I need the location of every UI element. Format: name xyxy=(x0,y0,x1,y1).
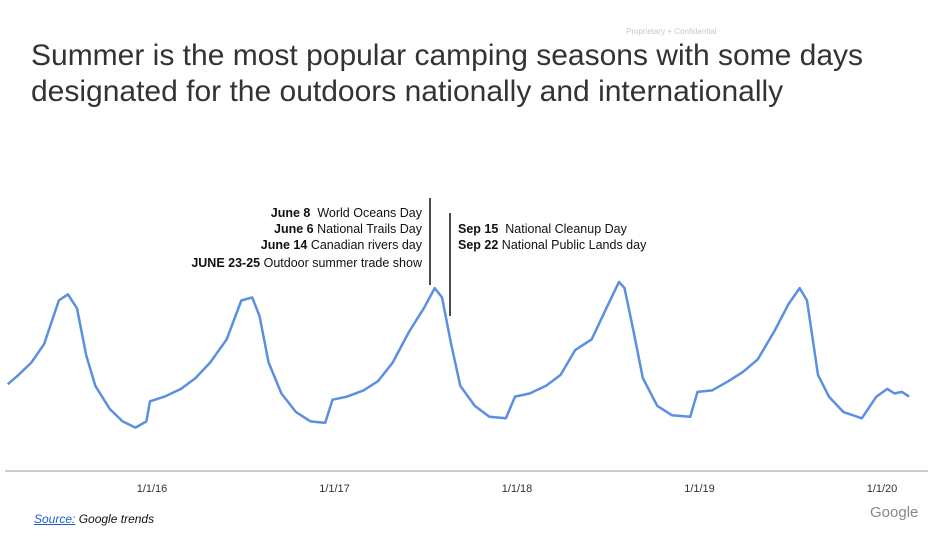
source-note: Source: Google trends xyxy=(34,512,155,526)
google-logo: Google xyxy=(870,504,919,521)
x-tick-label: 1/1/19 xyxy=(684,483,715,495)
x-tick-label: 1/1/20 xyxy=(867,483,898,495)
trend-line xyxy=(6,280,910,429)
annotation: June 6 National Trails Day xyxy=(274,222,422,236)
x-tick-label: 1/1/18 xyxy=(502,483,533,495)
annotations-sep: Sep 15 National Cleanup Day Sep 22 Natio… xyxy=(458,221,646,253)
confidential-label: Proprietary + Confidential xyxy=(626,27,717,36)
x-tick-label: 1/1/16 xyxy=(137,483,168,495)
annotations-june: June 8 World Oceans Day June 6 National … xyxy=(191,205,422,271)
source-link[interactable]: Source: xyxy=(34,512,76,526)
annotation: June 14 Canadian rivers day xyxy=(260,238,422,252)
page-title: Summer is the most popular camping seaso… xyxy=(31,39,864,108)
x-tick-label: 1/1/17 xyxy=(319,483,350,495)
annotation: June 8 World Oceans Day xyxy=(270,206,422,220)
annotation: JUNE 23-25 Outdoor summer trade show xyxy=(191,256,422,270)
annotation: Sep 22 National Public Lands day xyxy=(458,238,647,252)
annotation: Sep 15 National Cleanup Day xyxy=(458,222,627,236)
